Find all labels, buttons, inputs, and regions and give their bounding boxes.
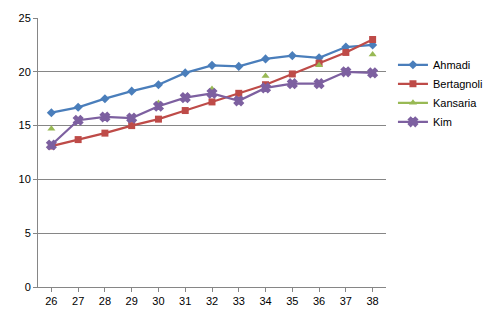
- svg-text:32: 32: [206, 295, 218, 307]
- svg-text:31: 31: [179, 295, 191, 307]
- svg-text:15: 15: [19, 119, 31, 131]
- svg-text:27: 27: [72, 295, 84, 307]
- svg-text:Bertagnoli: Bertagnoli: [433, 78, 483, 90]
- svg-text:Kansaria: Kansaria: [433, 97, 477, 109]
- svg-text:33: 33: [233, 295, 245, 307]
- svg-text:38: 38: [366, 295, 378, 307]
- svg-text:26: 26: [45, 295, 57, 307]
- svg-text:Ahmadi: Ahmadi: [433, 59, 470, 71]
- svg-text:0: 0: [25, 281, 31, 293]
- svg-text:28: 28: [99, 295, 111, 307]
- svg-text:5: 5: [25, 227, 31, 239]
- svg-text:30: 30: [152, 295, 164, 307]
- svg-text:10: 10: [19, 173, 31, 185]
- svg-text:Kim: Kim: [433, 116, 452, 128]
- svg-text:25: 25: [19, 12, 31, 24]
- svg-text:35: 35: [286, 295, 298, 307]
- svg-text:29: 29: [126, 295, 138, 307]
- svg-text:37: 37: [340, 295, 352, 307]
- svg-text:20: 20: [19, 66, 31, 78]
- svg-text:36: 36: [313, 295, 325, 307]
- svg-text:34: 34: [259, 295, 271, 307]
